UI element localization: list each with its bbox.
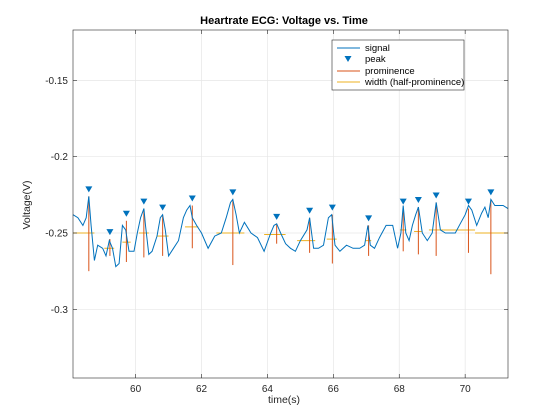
peak-marker (365, 215, 373, 222)
x-tick-label: 68 (394, 384, 406, 395)
peak-marker (106, 229, 114, 236)
peak-marker (487, 189, 495, 196)
peak-marker (432, 192, 440, 199)
signal-line (72, 196, 509, 268)
peak-marker (188, 195, 196, 202)
peak-marker (328, 204, 336, 211)
x-axis-ticks: 60 62 64 66 68 70 (130, 30, 471, 395)
y-axis-ticks: -0.3 -0.25 -0.2 -0.15 (45, 76, 508, 316)
y-tick-label: -0.15 (45, 76, 68, 87)
x-tick-label: 64 (262, 384, 274, 395)
peak-marker (414, 197, 422, 204)
peak-marker (159, 204, 167, 211)
peak-marker (399, 198, 407, 205)
axes-box (72, 29, 509, 379)
x-tick-label: 66 (328, 384, 340, 395)
x-tick-label: 62 (196, 384, 208, 395)
legend-peak-swatch (344, 56, 352, 62)
x-axis-label: time(s) (268, 394, 300, 406)
legend-signal-label: signal (365, 43, 390, 54)
peak-marker (464, 198, 472, 205)
y-tick-label: -0.2 (51, 152, 69, 163)
peak-marker (140, 198, 148, 205)
peak-marker (85, 186, 93, 193)
peak-marker (122, 210, 130, 217)
chart-title: Heartrate ECG: Voltage vs. Time (200, 15, 368, 27)
y-tick-label: -0.25 (45, 229, 68, 240)
legend-width-label: width (half-prominence) (364, 77, 464, 88)
x-tick-label: 70 (460, 384, 472, 395)
legend-prominence-label: prominence (365, 66, 415, 77)
peak-marker (229, 189, 237, 196)
legend: signal peak prominence width (half-promi… (331, 39, 465, 91)
peak-markers (85, 186, 495, 236)
peak-marker (273, 213, 281, 220)
y-tick-label: -0.3 (51, 305, 69, 316)
y-axis-label: Voltage(V) (21, 180, 33, 229)
peak-marker (306, 207, 314, 214)
x-tick-label: 60 (130, 384, 142, 395)
legend-peak-label: peak (365, 54, 386, 65)
